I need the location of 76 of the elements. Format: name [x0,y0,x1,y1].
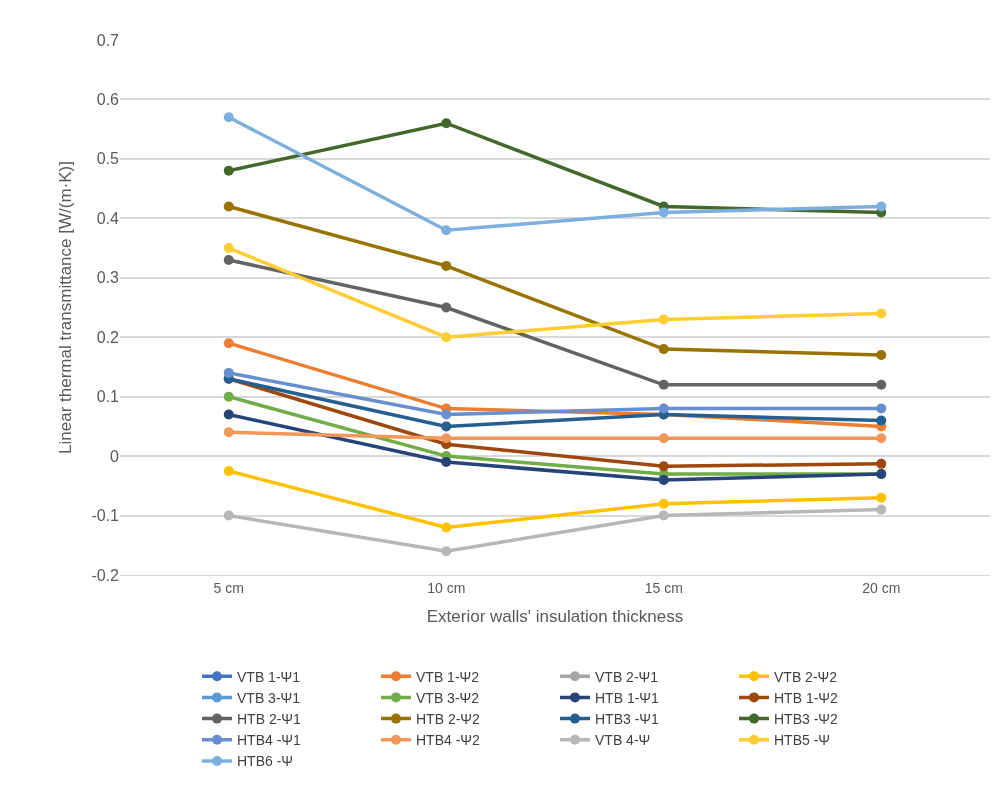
y-tick-label: 0.3 [96,269,120,287]
y-tick-label: 0.1 [96,388,120,406]
y-axis-title: Linear thermal transmittance [W/(m·K)] [55,161,75,454]
point [223,409,234,420]
point [658,207,669,218]
point [876,504,887,515]
legend-label: VTB 3-Ψ1 [237,689,301,706]
x-axis-title: Exterior walls' insulation thickness [426,607,684,627]
legend-label: VTB 2-Ψ1 [595,668,659,685]
point [658,403,669,414]
y-tick-label: 0.2 [96,328,120,346]
point [876,403,887,414]
x-tick-label: 5 cm [213,579,244,596]
y-tick-label: 0.5 [96,150,120,168]
point [223,201,234,212]
point [223,112,234,123]
point [441,409,452,420]
point [441,421,452,432]
x-tick-label: 10 cm [427,579,466,596]
point [441,546,452,557]
point [441,118,452,129]
point [658,433,669,444]
point [876,308,887,319]
y-tick-label: 0.4 [96,209,120,227]
x-tick-label: 20 cm [862,579,901,596]
point [223,465,234,476]
point [223,338,234,349]
legend-label: HTB4 -Ψ1 [237,732,302,749]
legend-label: VTB 3-Ψ2 [416,689,480,706]
point [658,498,669,509]
point [658,474,669,485]
point [658,510,669,521]
legend-label: VTB 1-Ψ2 [416,668,480,685]
legend-label: HTB 2-Ψ1 [237,711,302,728]
point [441,302,452,313]
point [223,367,234,378]
legend-label: VTB 4-Ψ [595,732,651,749]
point [876,201,887,212]
point [223,391,234,402]
legend-label: HTB 1-Ψ2 [774,689,839,706]
point [876,379,887,390]
point [658,314,669,325]
point [441,457,452,468]
legend-label: HTB 2-Ψ2 [416,711,481,728]
legend-label: HTB 1-Ψ1 [595,689,660,706]
point [658,344,669,355]
legend-label: HTB4 -Ψ2 [416,732,481,749]
point [658,379,669,390]
point [223,165,234,176]
point [441,260,452,271]
point [223,427,234,438]
legend-label: HTB6 -Ψ [237,753,294,770]
point [223,510,234,521]
y-tick-label: -0.2 [91,566,120,584]
point [441,332,452,343]
x-tick-label: 15 cm [644,579,683,596]
point [441,225,452,236]
point [223,243,234,254]
point [223,254,234,265]
y-tick-label: 0.6 [96,91,120,109]
legend-label: HTB3 -Ψ1 [595,711,660,728]
point [876,350,887,361]
point [441,522,452,533]
point [441,433,452,444]
y-tick-label: 0.7 [96,31,120,49]
point [876,458,887,469]
point [658,461,669,472]
y-tick-label: -0.1 [91,507,120,525]
point [876,492,887,503]
legend-label: HTB3 -Ψ2 [774,711,839,728]
legend-label: VTB 2-Ψ2 [774,668,838,685]
y-tick-label: 0 [110,447,120,465]
point [876,433,887,444]
point [876,415,887,426]
legend-label: HTB5 -Ψ [774,732,831,749]
legend-label: VTB 1-Ψ1 [237,668,301,685]
